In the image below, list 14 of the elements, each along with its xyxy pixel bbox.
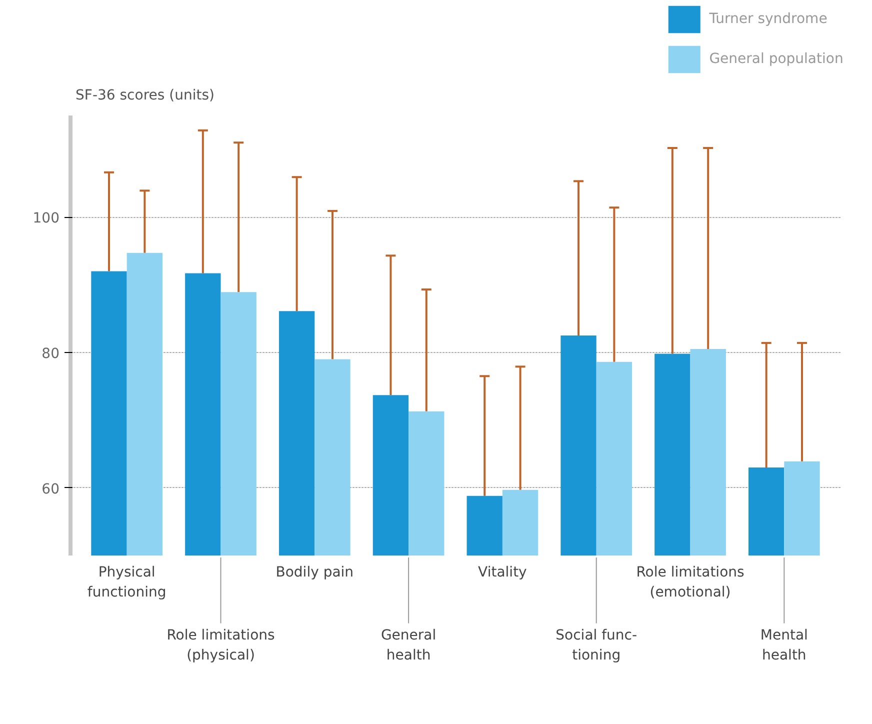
x-tick-label: Physical functioning: [87, 564, 166, 600]
x-tick-label: Bodily pain: [276, 564, 354, 580]
y-axis-title: SF-36 scores (units): [76, 88, 214, 104]
legend-label: Turner syndrome: [709, 11, 828, 27]
x-tick-label: Social func- tioning: [556, 628, 638, 664]
y-tick-label: 100: [32, 210, 60, 227]
y-tick-label: 80: [42, 346, 60, 362]
x-tick-label: Role limitations (physical): [166, 628, 275, 664]
legend-label: General population: [709, 51, 844, 67]
x-tick-label: Role limitations (emotional): [636, 564, 744, 600]
y-tick-label: 60: [42, 481, 60, 498]
x-tick-label: Vitality: [478, 564, 527, 580]
x-tick-label: General health: [380, 628, 436, 664]
x-tick-label: Mental health: [760, 628, 808, 664]
